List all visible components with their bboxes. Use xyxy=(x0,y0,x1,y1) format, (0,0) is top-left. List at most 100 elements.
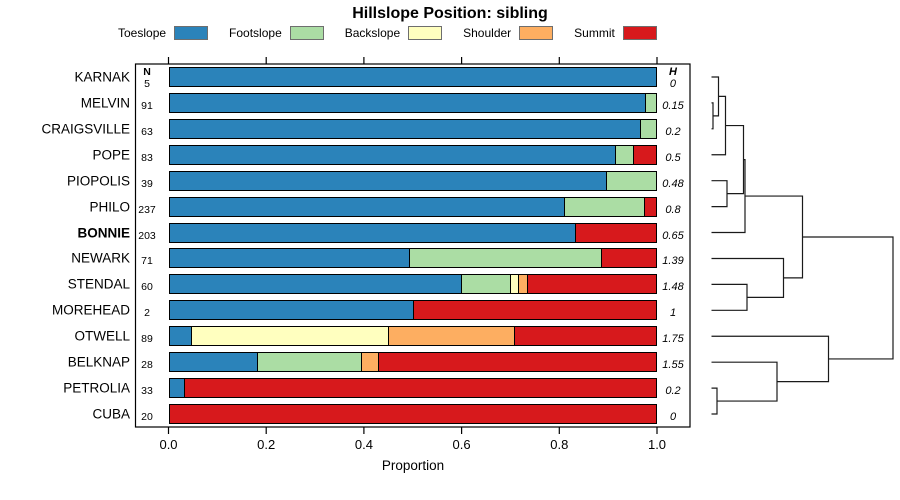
n-column-header: N xyxy=(143,65,151,78)
legend-label: Backslope xyxy=(344,26,401,40)
dendrogram-link-bpc xyxy=(711,361,778,402)
h-value: 1.39 xyxy=(662,255,684,268)
legend-item-toeslope: Toeslope xyxy=(118,26,209,40)
legend-swatch-footslope xyxy=(289,26,324,40)
legend-item-backslope: Backslope xyxy=(344,26,443,40)
bar-segment-toeslope xyxy=(169,353,257,372)
legend-label: Footslope xyxy=(229,26,282,40)
row-label-morehead: MOREHEAD xyxy=(51,302,130,318)
bar-segment-toeslope xyxy=(169,67,656,86)
bar-stendal xyxy=(168,274,657,295)
bar-segment-summit xyxy=(632,145,656,164)
h-value: 0.65 xyxy=(662,229,684,242)
h-value: 0.2 xyxy=(665,385,681,398)
h-value: 1.75 xyxy=(662,333,684,346)
h-value: 0.8 xyxy=(665,203,681,216)
n-value: 60 xyxy=(141,281,153,294)
bar-segment-toeslope xyxy=(169,275,462,294)
bar-craigsville xyxy=(168,118,657,139)
h-value: 0.2 xyxy=(665,125,681,138)
row-label-petrolia: PETROLIA xyxy=(63,380,130,396)
bar-segment-footslope xyxy=(409,249,602,268)
n-value-text: 5 xyxy=(144,77,150,90)
n-value: 39 xyxy=(141,177,153,190)
bar-segment-toeslope xyxy=(169,223,575,242)
legend-label: Summit xyxy=(574,26,615,40)
bar-morehead xyxy=(168,300,657,321)
bar-segment-toeslope xyxy=(169,197,564,216)
row-label-pope: POPE xyxy=(92,147,130,163)
x-tick-label: 0.8 xyxy=(550,437,569,452)
chart-title: Hillslope Position: sibling xyxy=(352,5,548,22)
x-tick-label: 0.4 xyxy=(354,437,373,452)
dendrogram-link-root xyxy=(802,236,894,360)
bar-segment-toeslope xyxy=(169,145,616,164)
n-value: 28 xyxy=(141,359,153,372)
bar-segment-toeslope xyxy=(169,301,413,320)
bar-segment-summit xyxy=(526,275,656,294)
bar-karnak xyxy=(168,66,657,87)
bar-segment-shoulder xyxy=(387,327,515,346)
x-tick-label: 0.0 xyxy=(159,437,178,452)
bar-petrolia xyxy=(168,378,657,399)
dendrogram-link-mc xyxy=(711,102,714,130)
row-label-craigsville: CRAIGSVILLE xyxy=(41,121,130,137)
bar-newark xyxy=(168,248,657,269)
row-label-otwell: OTWELL xyxy=(74,328,130,344)
bar-segment-toeslope xyxy=(169,93,646,112)
bar-segment-summit xyxy=(169,405,656,424)
n-value: 2 xyxy=(144,307,150,320)
row-label-philo: PHILO xyxy=(89,199,130,215)
bar-segment-toeslope xyxy=(169,379,185,398)
bar-segment-footslope xyxy=(563,197,644,216)
bar-segment-footslope xyxy=(256,353,361,372)
bar-bonnie xyxy=(168,222,657,243)
bar-segment-backslope xyxy=(191,327,388,346)
dendrogram-link-m1 xyxy=(725,124,745,195)
legend-swatch-backslope xyxy=(408,26,443,40)
n-value: 33 xyxy=(141,385,153,398)
row-label-karnak: KARNAK xyxy=(74,69,130,85)
h-value: 0.5 xyxy=(665,151,681,164)
n-value: 20 xyxy=(141,411,153,424)
bar-segment-backslope xyxy=(510,275,519,294)
bar-segment-summit xyxy=(574,223,656,242)
bar-segment-footslope xyxy=(645,93,656,112)
bar-segment-toeslope xyxy=(169,119,641,138)
n-value: 63 xyxy=(141,125,153,138)
bar-segment-summit xyxy=(514,327,656,346)
h-column-header: H xyxy=(669,65,677,78)
row-label-piopolis: PIOPOLIS xyxy=(66,173,130,189)
x-axis-title: Proportion xyxy=(381,458,445,473)
bar-segment-footslope xyxy=(615,145,633,164)
bar-segment-footslope xyxy=(461,275,511,294)
row-label-melvin: MELVIN xyxy=(80,95,130,111)
bar-segment-toeslope xyxy=(169,249,410,268)
row-label-stendal: STENDAL xyxy=(67,276,130,292)
x-tick-label: 0.2 xyxy=(257,437,276,452)
plot-box xyxy=(134,63,691,428)
bar-cuba xyxy=(168,404,657,425)
bar-segment-shoulder xyxy=(360,353,379,372)
bar-segment-footslope xyxy=(640,119,656,138)
row-label-bonnie: BONNIE xyxy=(77,225,130,241)
legend-item-shoulder: Shoulder xyxy=(463,26,554,40)
n-value: 237 xyxy=(138,203,156,216)
legend-item-summit: Summit xyxy=(574,26,657,40)
bar-belknap xyxy=(168,352,657,373)
bar-segment-summit xyxy=(601,249,656,268)
row-label-belknap: BELKNAP xyxy=(67,354,130,370)
bar-segment-toeslope xyxy=(169,327,192,346)
legend: Toeslope Footslope Backslope Shoulder Summit xyxy=(118,25,657,41)
bar-segment-footslope xyxy=(605,171,656,190)
dendrogram-link-m2 xyxy=(711,159,746,234)
n-value: 203 xyxy=(138,229,156,242)
bar-segment-shoulder xyxy=(518,275,527,294)
h-value: 0 xyxy=(669,411,677,424)
row-label-newark: NEWARK xyxy=(71,250,130,266)
bar-segment-summit xyxy=(184,379,656,398)
x-tick-label: 0.6 xyxy=(452,437,471,452)
